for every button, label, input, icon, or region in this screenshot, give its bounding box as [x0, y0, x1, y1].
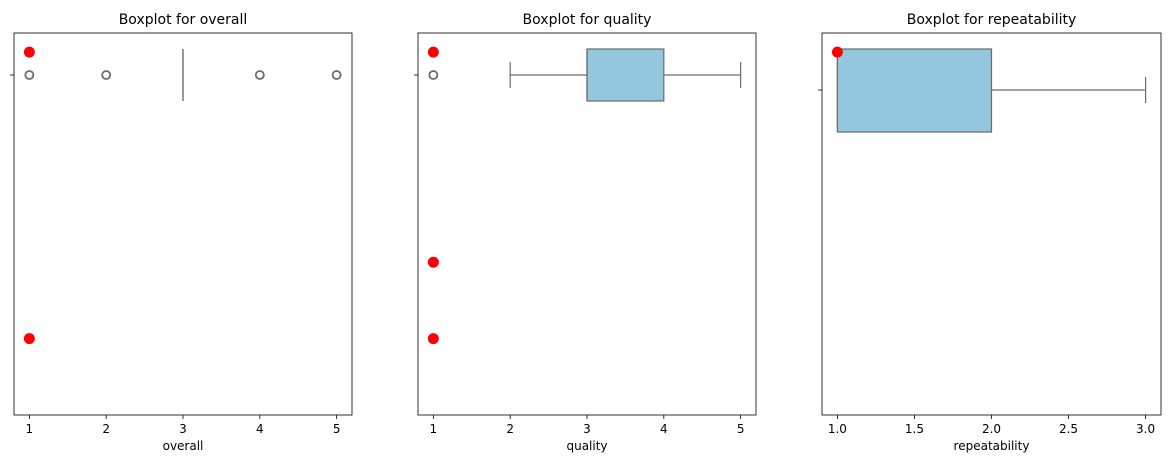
- x-axis-label: overall: [163, 439, 204, 453]
- x-tick-label: 4: [256, 422, 264, 436]
- highlight-point: [23, 46, 35, 58]
- chart-panel-2: Boxplot for quality 1 2 3 4 5 quality: [414, 12, 757, 453]
- highlight-point: [831, 46, 843, 58]
- x-tick-label: 3: [583, 422, 591, 436]
- outlier-point: [101, 70, 112, 80]
- chart-panel-3: Boxplot for repeatability 1.0 1.5 2.0 2.5 3.0…: [818, 12, 1162, 453]
- x-tick-label: 2.5: [1059, 422, 1078, 436]
- box: [586, 48, 665, 102]
- x-axis-label: quality: [566, 439, 607, 453]
- highlight-point: [427, 333, 439, 345]
- chart-panel-1: Boxplot for overall 1 2 3 4 5 overall: [10, 12, 353, 453]
- x-tick-label: 3.0: [1136, 422, 1155, 436]
- x-tick-label: 2: [102, 422, 110, 436]
- x-tick-label: 4: [660, 422, 668, 436]
- outlier-point: [254, 70, 265, 80]
- x-axis-label: repeatability: [954, 439, 1030, 453]
- highlight-point: [427, 256, 439, 268]
- highlight-point: [427, 46, 439, 58]
- x-tick-label: 1.0: [828, 422, 847, 436]
- x-tick-label: 1: [430, 422, 438, 436]
- x-tick-label: 3: [179, 422, 187, 436]
- x-tick-label: 1: [26, 422, 34, 436]
- outlier-point: [24, 70, 35, 80]
- x-tick-label: 1.5: [905, 422, 924, 436]
- box: [836, 48, 993, 133]
- chart-title: Boxplot for overall: [119, 12, 248, 28]
- outlier-point: [331, 70, 342, 80]
- x-tick-label: 2.0: [982, 422, 1001, 436]
- x-tick-label: 5: [737, 422, 745, 436]
- outlier-point: [428, 70, 439, 80]
- x-tick-label: 2: [506, 422, 514, 436]
- highlight-point: [23, 333, 35, 345]
- chart-title: Boxplot for quality: [523, 12, 652, 28]
- chart-title: Boxplot for repeatability: [907, 12, 1077, 28]
- x-tick-label: 5: [333, 422, 341, 436]
